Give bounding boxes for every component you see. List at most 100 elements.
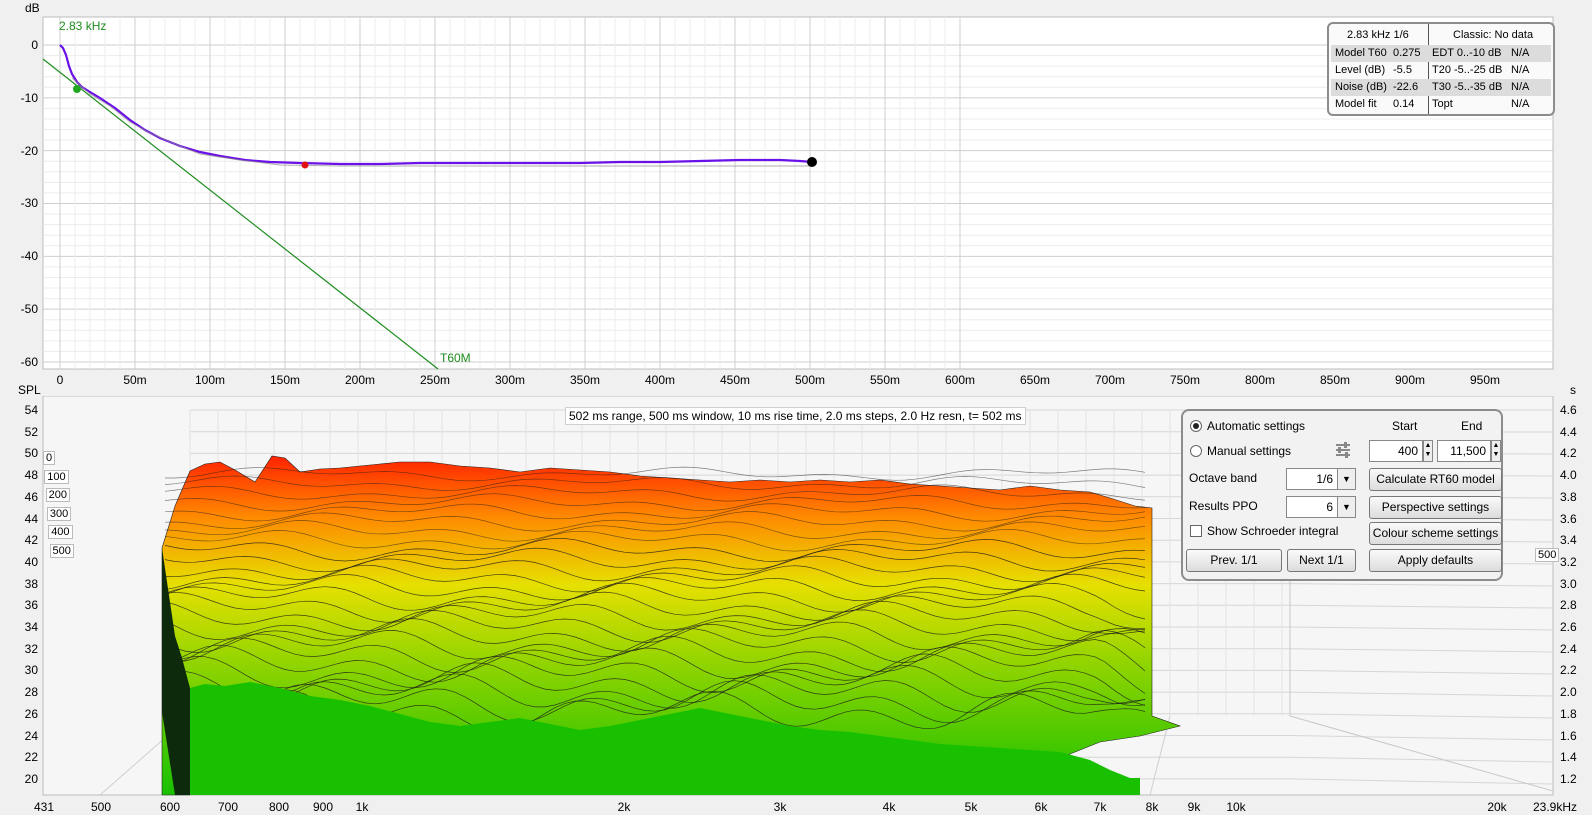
waterfall-y-tick: 34 xyxy=(24,620,38,634)
slice-line xyxy=(164,520,1146,542)
waterfall-time-tick: 2.2 xyxy=(1560,663,1577,678)
slice-line xyxy=(164,564,1146,593)
waterfall-y-tick: 44 xyxy=(24,511,38,526)
calculate-rt60-button[interactable]: Calculate RT60 model xyxy=(1369,468,1502,491)
start-spinner[interactable]: ▲ ▼ xyxy=(1423,440,1433,462)
decay-x-tick: 800m xyxy=(1244,373,1276,387)
noise-floor-marker[interactable] xyxy=(301,161,309,169)
schroeder-checkbox[interactable] xyxy=(1190,525,1202,537)
waterfall-x-tick: 3k xyxy=(773,800,787,814)
colour-scheme-button[interactable]: Colour scheme settings xyxy=(1369,522,1502,545)
waterfall-time-tick: 4.2 xyxy=(1560,446,1577,461)
prev-button[interactable]: Prev. 1/1 xyxy=(1186,549,1282,572)
table-cell-l-value: 0.275 xyxy=(1393,47,1421,59)
t60-model-line xyxy=(42,58,439,370)
waterfall-time-unit: s xyxy=(1570,383,1576,397)
slice-line xyxy=(164,600,1146,635)
waterfall-x-tick: 800 xyxy=(268,800,290,814)
slice-line xyxy=(165,466,1146,482)
start-frequency-field[interactable]: 400 xyxy=(1369,440,1423,462)
depth-tick: 300 xyxy=(46,506,72,521)
decay-x-tick: 400m xyxy=(644,373,676,387)
decay-x-tick: 300m xyxy=(494,373,526,387)
waterfall-x-tick: 4k xyxy=(882,800,896,814)
slice-line xyxy=(164,680,1146,724)
decay-x-tick: 100m xyxy=(194,373,226,387)
slice-line xyxy=(164,573,1146,601)
waterfall-time-tick: 2.4 xyxy=(1560,641,1577,656)
rt60-results-table: 2.83 kHz 1/6 Classic: No data Model T60 0… xyxy=(1327,22,1555,116)
slice-line xyxy=(164,555,1146,583)
table-cell-r-value: N/A xyxy=(1511,98,1530,110)
table-header-classic: Classic: No data xyxy=(1453,29,1534,41)
decay-x-tick: 950m xyxy=(1469,373,1501,387)
decay-chart[interactable] xyxy=(0,0,1592,398)
table-row: Noise (dB) -22.6 T30 -5..-35 dB N/A xyxy=(1331,79,1551,96)
waterfall-time-tick: 4.4 xyxy=(1560,424,1577,439)
depth-tick: 400 xyxy=(48,525,73,540)
decay-y-tick: -30 xyxy=(20,196,38,211)
table-header-band: 2.83 kHz 1/6 xyxy=(1347,29,1409,41)
apply-defaults-button[interactable]: Apply defaults xyxy=(1369,549,1502,572)
table-cell-r-value: N/A xyxy=(1511,64,1530,76)
waterfall-x-tick: 500 xyxy=(90,800,112,814)
end-spinner[interactable]: ▲ ▼ xyxy=(1491,440,1501,462)
slice-line xyxy=(164,609,1146,643)
perspective-gridline xyxy=(1289,583,1554,587)
decay-end-marker[interactable] xyxy=(807,157,817,167)
manual-settings-radio[interactable] xyxy=(1190,445,1202,457)
perspective-settings-button[interactable]: Perspective settings xyxy=(1369,496,1502,519)
waterfall-y-tick: 52 xyxy=(24,424,38,439)
waterfall-time-tick: 4.6 xyxy=(1560,403,1577,417)
decay-x-tick: 650m xyxy=(1019,373,1051,387)
depth-tick: 0 xyxy=(43,451,56,465)
chevron-down-icon: ▼ xyxy=(1337,497,1355,517)
model-start-marker[interactable] xyxy=(73,85,81,93)
results-ppo-value: 6 xyxy=(1326,500,1333,514)
depth-tick: 200 xyxy=(45,488,70,503)
waterfall-time-tick: 2.8 xyxy=(1560,598,1577,613)
octave-band-dropdown[interactable]: 1/6 ▼ xyxy=(1286,468,1356,490)
table-cell-r-value: N/A xyxy=(1511,47,1530,59)
waterfall-y-tick: 28 xyxy=(24,685,38,700)
smoothed-decay-curve xyxy=(71,77,812,167)
table-cell-l-label: Model fit xyxy=(1335,98,1377,110)
waterfall-y-unit: SPL xyxy=(18,383,41,397)
waterfall-x-tick: 20k xyxy=(1487,800,1507,814)
decay-x-tick: 700m xyxy=(1094,373,1126,387)
waterfall-slice-lines xyxy=(164,466,1146,734)
waterfall-y-tick: 20 xyxy=(24,771,38,786)
schroeder-label: Show Schroeder integral xyxy=(1207,524,1339,538)
table-cell-l-value: -22.6 xyxy=(1393,81,1419,93)
table-cell-l-label: Level (dB) xyxy=(1335,64,1386,76)
waterfall-x-tick: 9k xyxy=(1187,800,1201,814)
waterfall-x-tick: 1k xyxy=(355,800,369,814)
automatic-settings-radio[interactable] xyxy=(1190,420,1202,432)
t60m-label: T60M xyxy=(440,351,471,365)
table-cell-r-value: N/A xyxy=(1511,81,1530,93)
automatic-settings-label: Automatic settings xyxy=(1207,419,1306,433)
waterfall-time-tick: 1.4 xyxy=(1560,750,1577,765)
perspective-gridline xyxy=(1289,626,1554,631)
waterfall-time-tick: 3.4 xyxy=(1560,533,1577,548)
table-cell-r-label: Topt xyxy=(1432,98,1453,110)
decay-y-unit: dB xyxy=(25,1,40,15)
waterfall-y-tick: 42 xyxy=(24,533,38,548)
sliders-icon[interactable] xyxy=(1335,441,1351,459)
perspective-gridline xyxy=(1289,691,1554,697)
decay-y-tick: 0 xyxy=(31,38,38,52)
depth-tick: 100 xyxy=(44,469,69,484)
slice-line xyxy=(164,537,1146,562)
end-frequency-field[interactable]: 11,500 xyxy=(1437,440,1491,462)
table-cell-r-label: T20 -5..-25 dB xyxy=(1432,64,1503,76)
perspective-gridline xyxy=(1289,778,1554,785)
next-button[interactable]: Next 1/1 xyxy=(1287,549,1356,572)
waterfall-y-tick: 54 xyxy=(24,403,38,417)
slice-line xyxy=(164,644,1146,694)
slice-line xyxy=(164,503,1146,522)
table-cell-l-value: -5.5 xyxy=(1393,64,1412,76)
waterfall-y-tick: 38 xyxy=(24,576,38,591)
decay-x-tick: 200m xyxy=(344,373,376,387)
results-ppo-dropdown[interactable]: 6 ▼ xyxy=(1286,496,1356,518)
waterfall-y-tick: 40 xyxy=(24,554,38,569)
